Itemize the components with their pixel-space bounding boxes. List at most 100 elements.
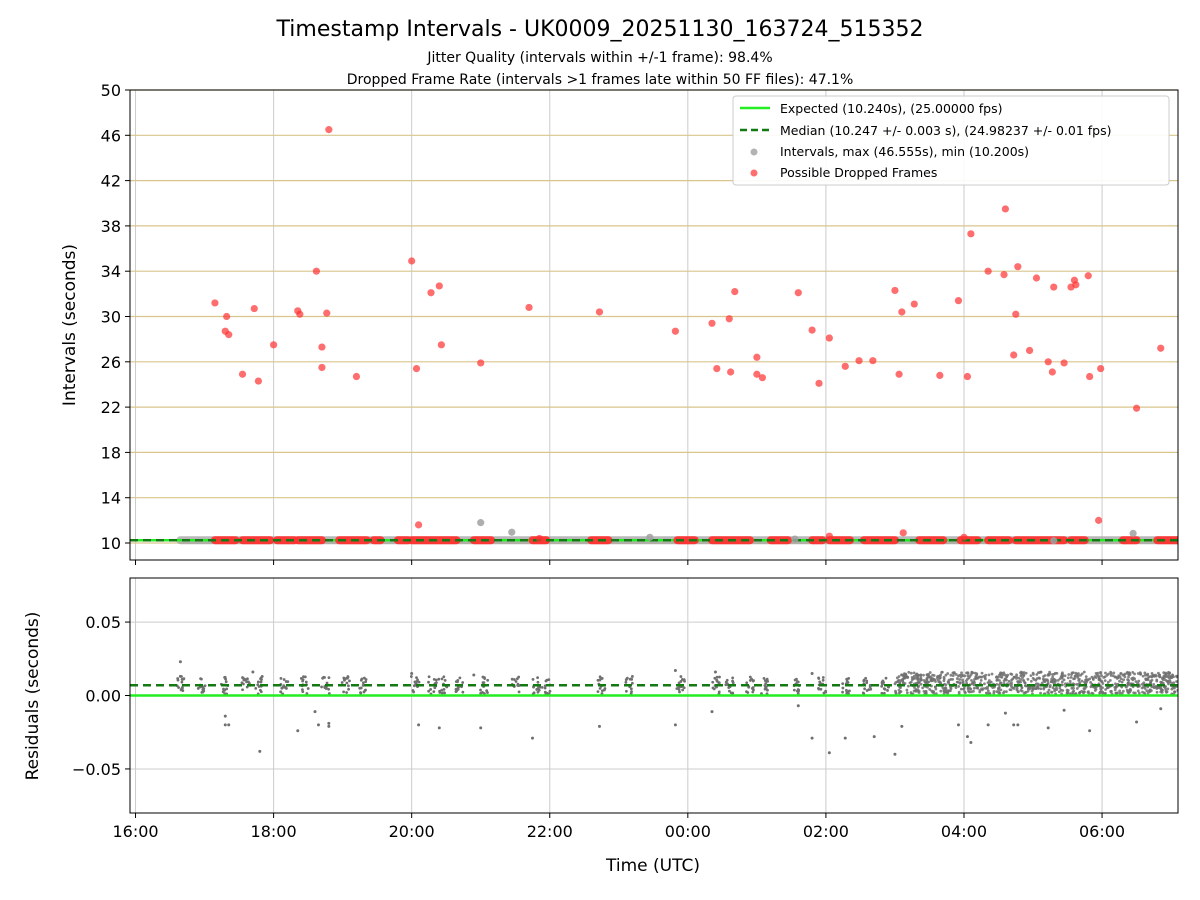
residual-point — [1043, 674, 1047, 677]
residual-point — [882, 687, 886, 691]
residual-point — [882, 691, 886, 695]
residual-point — [931, 673, 934, 677]
residual-point — [1164, 672, 1168, 676]
residual-point — [1117, 674, 1121, 678]
residual-point — [1132, 691, 1136, 695]
residual-point — [457, 685, 460, 689]
residual-point — [944, 690, 947, 694]
residual-outlier-point — [313, 710, 317, 714]
residual-point — [1068, 679, 1072, 683]
residual-point — [1087, 690, 1090, 694]
residual-point — [1069, 676, 1073, 679]
residual-point — [910, 676, 914, 679]
residual-point — [1140, 686, 1144, 690]
residual-point — [865, 681, 869, 685]
residual-point — [1175, 680, 1178, 683]
residual-point — [1010, 681, 1013, 684]
residual-point — [177, 686, 180, 689]
residual-point — [1166, 687, 1170, 691]
residual-point — [1073, 674, 1077, 678]
residual-outlier-point — [1003, 711, 1007, 715]
interval-point — [791, 535, 799, 543]
residual-point — [997, 686, 1000, 690]
residual-point — [725, 683, 729, 687]
residual-point — [1106, 680, 1110, 684]
residuals-data-layer — [130, 660, 1178, 756]
residual-point — [1016, 690, 1020, 694]
dropped-frame-point — [794, 289, 802, 297]
residual-point — [1024, 684, 1028, 688]
residual-point — [345, 691, 348, 694]
residual-point — [1098, 691, 1102, 695]
residual-point — [912, 671, 916, 675]
residual-point — [327, 676, 331, 680]
residual-point — [960, 671, 963, 675]
residual-point — [763, 687, 767, 691]
residual-outlier-point — [827, 751, 831, 755]
residual-point — [454, 690, 458, 694]
residual-outlier-point — [472, 673, 476, 677]
x-tick-label: 20:00 — [389, 822, 435, 841]
residual-point — [223, 675, 227, 679]
residual-point — [1000, 675, 1004, 679]
residual-point — [1093, 675, 1097, 678]
residual-point — [795, 677, 798, 681]
dropped-frame-point — [477, 359, 485, 367]
residual-point — [1156, 671, 1160, 675]
intervals-y-tick-label: 10 — [101, 534, 121, 553]
residual-point — [1158, 675, 1162, 679]
residual-point — [796, 691, 800, 695]
residual-point — [344, 676, 348, 680]
dropped-frame-point — [412, 365, 421, 373]
residual-point — [1070, 673, 1073, 677]
residual-point — [1058, 686, 1062, 690]
residual-point — [1020, 686, 1024, 690]
residual-point — [1090, 691, 1094, 695]
residual-point — [1162, 671, 1166, 675]
residual-point — [1035, 673, 1039, 676]
residual-point — [1055, 671, 1059, 675]
residual-outlier-point — [893, 752, 897, 756]
dropped-frame-point — [841, 362, 849, 370]
dropped-frame-point — [1014, 263, 1022, 271]
residual-point — [1133, 677, 1137, 681]
legend-dropped-swatch — [750, 169, 758, 177]
residual-point — [748, 675, 752, 679]
residual-point — [1127, 673, 1131, 677]
residual-point — [322, 675, 326, 679]
residual-point — [279, 690, 283, 694]
residual-point — [1052, 678, 1055, 682]
residual-point — [1002, 679, 1006, 683]
dropped-frame-point — [960, 533, 968, 541]
dropped-frame-point — [1012, 310, 1020, 318]
residual-point — [1019, 678, 1023, 682]
residual-point — [846, 681, 850, 684]
residual-point — [906, 676, 909, 679]
residual-point — [925, 677, 929, 680]
residual-point — [718, 675, 721, 679]
residual-point — [1164, 687, 1167, 691]
residual-point — [1039, 687, 1043, 691]
residual-point — [625, 676, 629, 680]
residual-outlier-point — [410, 671, 414, 675]
residual-point — [957, 684, 961, 688]
residual-point — [483, 692, 486, 695]
residual-point — [1057, 690, 1061, 694]
residual-point — [306, 687, 310, 690]
residual-point — [990, 672, 994, 676]
residual-point — [999, 671, 1003, 675]
residual-point — [1078, 681, 1082, 685]
residual-point — [1100, 674, 1103, 678]
residual-point — [514, 680, 518, 683]
residual-point — [905, 688, 909, 692]
residual-point — [1152, 674, 1155, 678]
residual-outlier-point — [872, 735, 876, 739]
residual-point — [1172, 681, 1176, 685]
residual-point — [596, 690, 600, 694]
residual-point — [1010, 678, 1014, 682]
residual-point — [1062, 678, 1066, 682]
residual-point — [1010, 673, 1014, 676]
residual-point — [928, 671, 932, 674]
residual-point — [821, 678, 825, 682]
residual-point — [201, 688, 205, 691]
